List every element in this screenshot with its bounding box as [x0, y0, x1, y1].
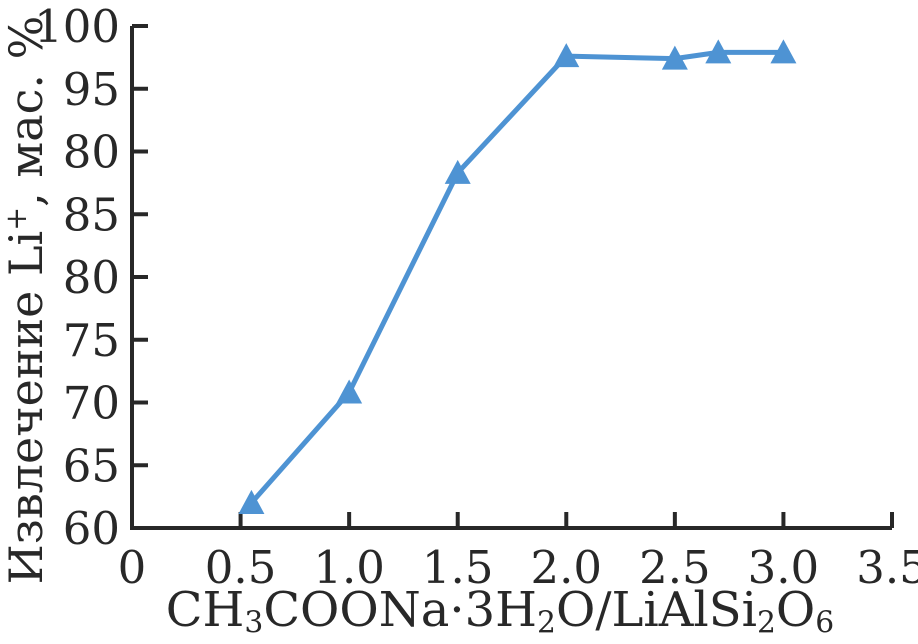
- y-axis-label: Извлечение Li+, мас. %: [0, 16, 53, 585]
- y-tick-label: 100: [34, 0, 120, 53]
- x-axis-label: CH3COONa·3H2O/LiAlSi2O6: [166, 582, 834, 641]
- x-tick-label: 0: [118, 541, 147, 594]
- y-tick-label: 60: [63, 502, 120, 555]
- triangle-marker: [770, 39, 797, 64]
- triangle-marker: [553, 43, 580, 68]
- x-tick-label: 0.5: [205, 541, 277, 594]
- x-tick-label: 3.5: [856, 541, 918, 594]
- y-axis: 60 65 70 75 80 85 80 95 100: [34, 0, 148, 555]
- triangle-marker: [661, 45, 688, 70]
- x-tick-label: 1.5: [422, 541, 494, 594]
- triangle-marker: [444, 159, 471, 184]
- y-tick-label: 95: [63, 63, 120, 116]
- x-tick-label: 3.0: [748, 541, 820, 594]
- y-tick-label: 80: [63, 126, 120, 179]
- y-tick-label: 65: [63, 439, 120, 492]
- triangle-marker: [705, 39, 732, 64]
- x-tick-label: 2.5: [639, 541, 711, 594]
- y-tick-label: 75: [63, 314, 120, 367]
- y-tick-label: 70: [63, 377, 120, 430]
- data-series: [238, 39, 797, 514]
- x-axis: 0 0.5 1.0 1.5 2.0 2.5 3.0 3.5: [118, 512, 918, 594]
- x-tick-label: 1.0: [313, 541, 385, 594]
- y-tick-label: 85: [63, 188, 120, 241]
- triangle-marker: [238, 489, 265, 514]
- triangle-marker: [336, 379, 363, 404]
- x-tick-label: 2.0: [530, 541, 602, 594]
- axes: [130, 26, 892, 530]
- y-tick-label: 80: [63, 251, 120, 304]
- series-line: [248, 49, 786, 506]
